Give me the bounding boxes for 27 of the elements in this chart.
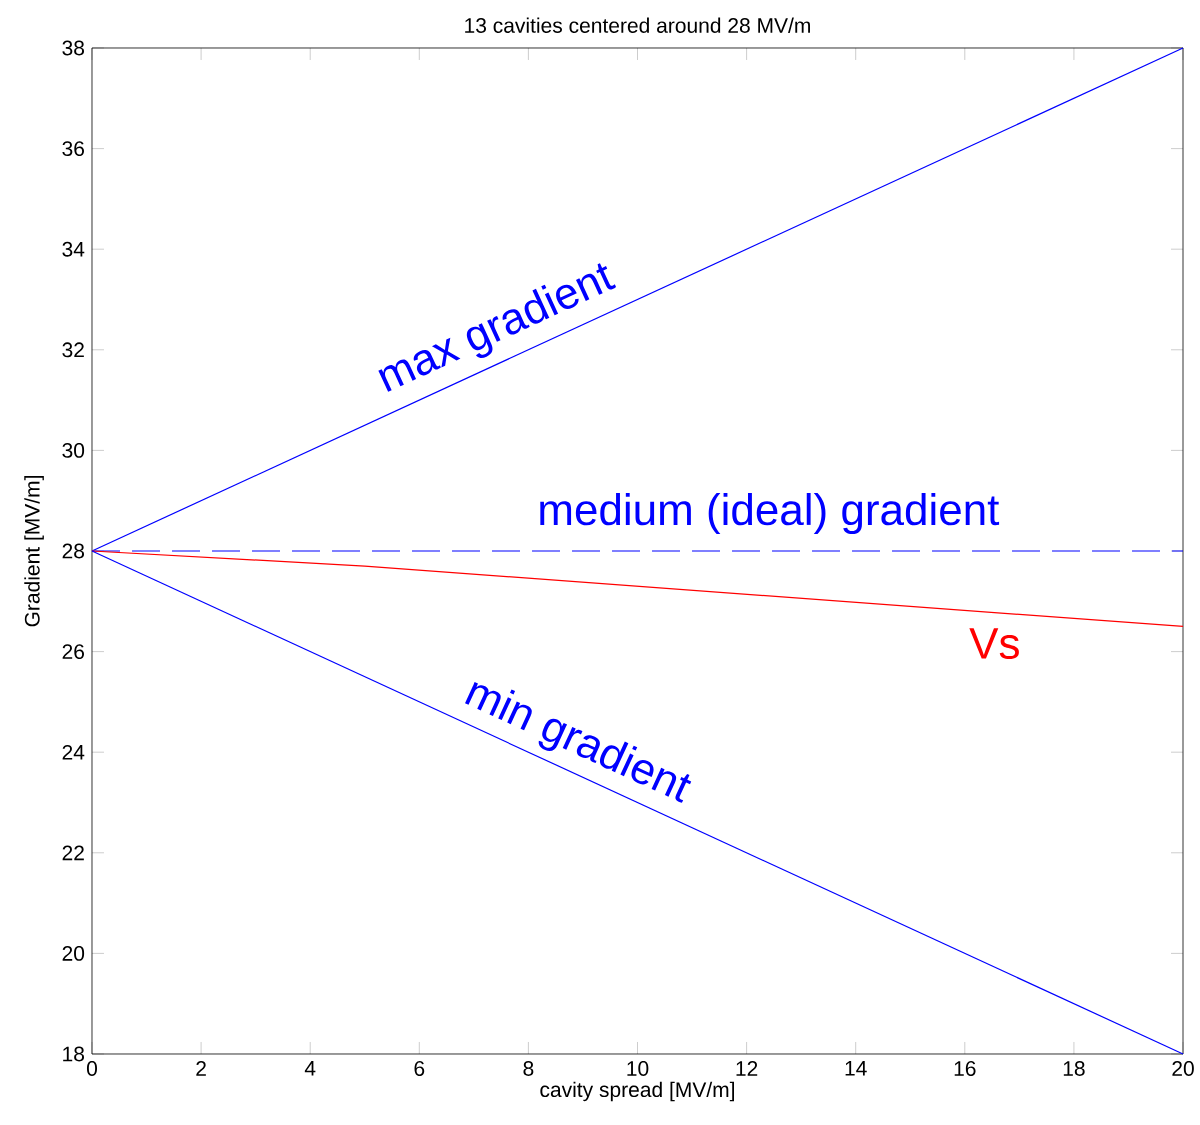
x-tick-label: 2: [196, 1061, 206, 1076]
y-tick-label: 18: [63, 1046, 85, 1062]
x-tick-label: 0: [86, 1061, 98, 1076]
series-label: medium (ideal) gradient: [540, 492, 1000, 535]
chart-title: 13 cavities centered around 28 MV/m: [465, 17, 810, 33]
x-tick-label: 10: [627, 1061, 649, 1076]
x-tick-label: 16: [954, 1061, 976, 1076]
series-label: Vs: [969, 628, 1019, 660]
x-tick-label: 4: [304, 1061, 316, 1076]
y-tick-label: 24: [62, 744, 85, 760]
x-tick-label: 12: [736, 1061, 758, 1076]
x-tick-label: 18: [1063, 1061, 1085, 1076]
y-tick-label: 38: [62, 40, 85, 56]
y-axis-title: Gradient [MV/m]: [24, 476, 44, 627]
y-tick-label: 22: [62, 845, 84, 861]
y-tick-label: 26: [62, 644, 85, 660]
y-tick-label: 28: [62, 543, 85, 559]
y-tick-label: 34: [62, 241, 85, 257]
x-tick-label: 20: [1172, 1061, 1194, 1076]
x-tick-label: 14: [845, 1061, 867, 1076]
x-tick-label: 6: [414, 1061, 425, 1076]
y-tick-label: 20: [62, 945, 85, 961]
x-axis-title: cavity spread [MV/m]: [540, 1081, 734, 1102]
y-tick-label: 36: [62, 141, 85, 157]
y-tick-label: 30: [62, 442, 85, 458]
x-tick-label: 8: [523, 1061, 534, 1076]
y-tick-label: 32: [62, 342, 84, 358]
